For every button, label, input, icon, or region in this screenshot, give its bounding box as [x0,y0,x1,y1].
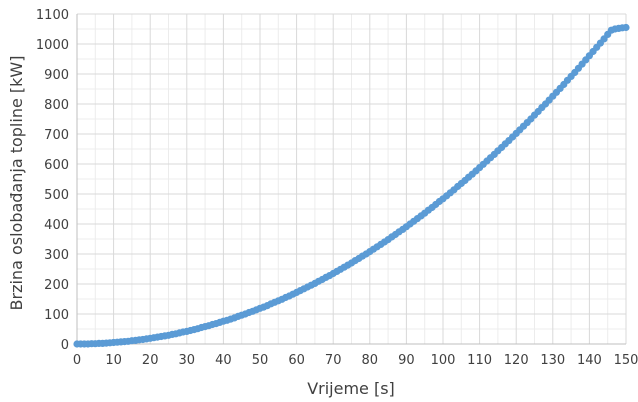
y-axis-title: Brzina oslobađanja topline [kW] [7,56,26,311]
x-tick-label: 20 [142,353,159,368]
data-point [622,23,630,32]
x-tick-label: 150 [614,353,638,368]
x-tick-label: 10 [105,353,122,368]
y-tick-label: 0 [61,338,69,353]
x-tick-label: 80 [362,353,379,368]
y-tick-label: 300 [44,248,69,263]
y-tick-label: 1100 [36,8,69,23]
x-tick-label: 30 [179,353,196,368]
data-series [73,23,630,348]
x-tick-label: 90 [398,353,415,368]
x-axis-ticks: 0 10 20 30 40 50 60 70 80 90 100 110 120 130 140 150 [73,353,638,368]
x-tick-label: 0 [73,353,81,368]
y-tick-label: 600 [44,158,69,173]
y-tick-label: 200 [44,278,69,293]
y-tick-label: 700 [44,128,69,143]
y-tick-label: 500 [44,188,69,203]
y-tick-label: 1000 [36,38,69,53]
x-tick-label: 140 [577,353,602,368]
x-tick-label: 70 [325,353,342,368]
x-tick-label: 50 [252,353,269,368]
x-axis-title: Vrijeme [s] [307,379,395,398]
x-tick-label: 110 [467,353,492,368]
minor-gridlines [77,14,626,344]
x-tick-label: 40 [215,353,232,368]
y-tick-label: 900 [44,68,69,83]
y-axis-ticks: 0 100 200 300 400 500 600 700 800 900 1000 1100 [36,8,69,353]
axes [76,14,626,345]
y-tick-label: 100 [44,308,69,323]
x-tick-label: 130 [540,353,565,368]
y-tick-label: 400 [44,218,69,233]
x-tick-label: 120 [504,353,529,368]
x-tick-label: 100 [431,353,456,368]
x-tick-label: 60 [288,353,305,368]
y-tick-label: 800 [44,98,69,113]
